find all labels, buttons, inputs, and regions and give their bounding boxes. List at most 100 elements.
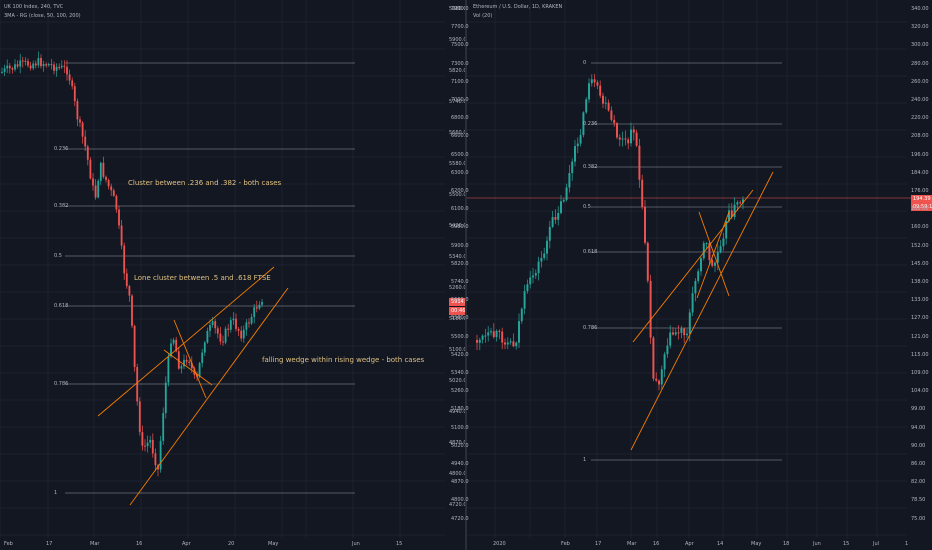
- candle-body: [214, 321, 217, 329]
- candle-body: [506, 342, 509, 345]
- candle-body: [562, 199, 565, 202]
- candle-body: [481, 335, 484, 340]
- fib-label: 0.382: [583, 164, 598, 170]
- right-chart-pane[interactable]: Ethereum / U.S. Dollar, 1D, KRAKEN Vol (…: [451, 0, 932, 550]
- price-tick: 5580.0: [449, 161, 467, 167]
- candle-body: [14, 64, 16, 70]
- right-indicator-legend[interactable]: Vol (20): [473, 13, 493, 19]
- candle-body: [688, 312, 691, 334]
- annotation-cluster: Cluster between .236 and .382 - both cas…: [128, 179, 282, 187]
- price-tick: 109.00: [911, 370, 929, 376]
- price-tick: 168.00: [911, 206, 929, 213]
- time-tick: 16: [653, 541, 660, 547]
- candle-body: [146, 442, 149, 447]
- candle-body: [177, 351, 180, 369]
- time-tick: Apr: [182, 541, 191, 547]
- left-indicator-legend[interactable]: 3MA - RG (close, 50, 100, 200): [4, 13, 81, 19]
- time-tick: 15: [396, 541, 403, 547]
- candle-body: [638, 145, 641, 180]
- candle-body: [138, 401, 141, 433]
- candle-body: [725, 220, 728, 239]
- candle-body: [53, 64, 55, 71]
- candle-body: [579, 135, 582, 144]
- candle-body: [162, 413, 165, 441]
- inner-price-tick: 5500.0: [451, 333, 469, 340]
- candle-body: [498, 330, 501, 332]
- right-symbol-title[interactable]: Ethereum / U.S. Dollar, 1D, KRAKEN: [473, 4, 563, 10]
- inner-wedge-line: [698, 211, 730, 297]
- candle-body: [235, 318, 237, 329]
- inner-price-tick: 4800.0: [451, 497, 469, 504]
- price-tick: 184.00: [911, 169, 929, 176]
- candle-body: [3, 68, 6, 72]
- candle-body: [89, 159, 92, 179]
- candle-body: [492, 331, 495, 338]
- candle-body: [674, 332, 677, 335]
- candle-body: [190, 362, 193, 369]
- price-tick: 99.00: [911, 406, 926, 413]
- right-chart-canvas[interactable]: [467, 0, 932, 550]
- candle-body: [627, 139, 630, 144]
- fib-label: 1: [583, 457, 587, 463]
- time-tick: 14: [717, 541, 724, 547]
- candle-body: [602, 95, 604, 104]
- candle-body: [700, 258, 702, 272]
- candle-body: [604, 102, 607, 104]
- price-tick: 5500.0: [449, 192, 467, 198]
- time-tick: Jul: [873, 541, 880, 547]
- time-tick: 16: [136, 541, 143, 547]
- candle-body: [154, 453, 157, 466]
- left-last-time-badge: 00:46: [449, 307, 468, 315]
- time-tick: Apr: [685, 541, 694, 547]
- candle-body: [697, 271, 700, 281]
- inner-price-tick: 4870.0: [451, 479, 469, 486]
- wedge-inner-line: [163, 349, 213, 386]
- fib-label: 0.5: [583, 204, 591, 210]
- candle-body: [476, 340, 478, 343]
- price-tick: 138.00: [911, 279, 929, 285]
- fib-label: 0.618: [583, 249, 598, 255]
- candle-body: [42, 64, 45, 67]
- candle-body: [185, 359, 188, 362]
- time-tick: Feb: [4, 541, 13, 547]
- candle-body: [71, 80, 74, 87]
- candle-body: [649, 280, 652, 338]
- candle-body: [131, 295, 133, 326]
- candle-body: [68, 74, 71, 81]
- left-chart-pane[interactable]: UK 100 Index, 240, TVC 3MA - RG (close, …: [0, 0, 471, 550]
- pane-divider[interactable]: [465, 0, 467, 550]
- inner-price-tick: 5580.0: [451, 315, 469, 322]
- candle-body: [582, 112, 585, 136]
- left-symbol-title[interactable]: UK 100 Index, 240, TVC: [4, 4, 64, 10]
- price-tick: 160.00: [911, 224, 929, 231]
- candle-body: [73, 86, 76, 102]
- inner-price-tick: 5900.0: [451, 242, 469, 249]
- time-tick: 17: [595, 541, 602, 547]
- inner-price-tick: 4940.0: [451, 461, 469, 467]
- candle-body: [203, 342, 206, 353]
- left-chart-canvas[interactable]: [0, 0, 465, 550]
- candle-body: [66, 66, 68, 75]
- candle-body: [714, 262, 716, 266]
- candle-body: [515, 342, 518, 347]
- candle-body: [151, 439, 154, 454]
- candle-body: [635, 132, 638, 146]
- candle-body: [630, 129, 632, 144]
- candle-body: [159, 440, 162, 470]
- candle-body: [607, 102, 610, 111]
- candle-body: [652, 337, 655, 379]
- price-tick: 176.00: [911, 188, 929, 194]
- price-tick: 260.00: [911, 78, 929, 85]
- candle-body: [40, 58, 42, 67]
- inner-price-tick: 4720.0: [451, 515, 469, 522]
- candle-body: [705, 243, 708, 245]
- price-tick: 5900.0: [449, 37, 467, 43]
- price-tick: 133.00: [911, 297, 929, 304]
- annotation-lone-cluster: Lone cluster between .5 and .618 FTSE: [134, 274, 271, 282]
- candle-body: [209, 325, 211, 331]
- candle-body: [532, 275, 534, 278]
- candle-body: [655, 378, 658, 381]
- inner-price-tick: 6200.0: [451, 188, 469, 194]
- inner-price-tick: 5180.0: [451, 406, 469, 413]
- candle-body: [232, 318, 235, 321]
